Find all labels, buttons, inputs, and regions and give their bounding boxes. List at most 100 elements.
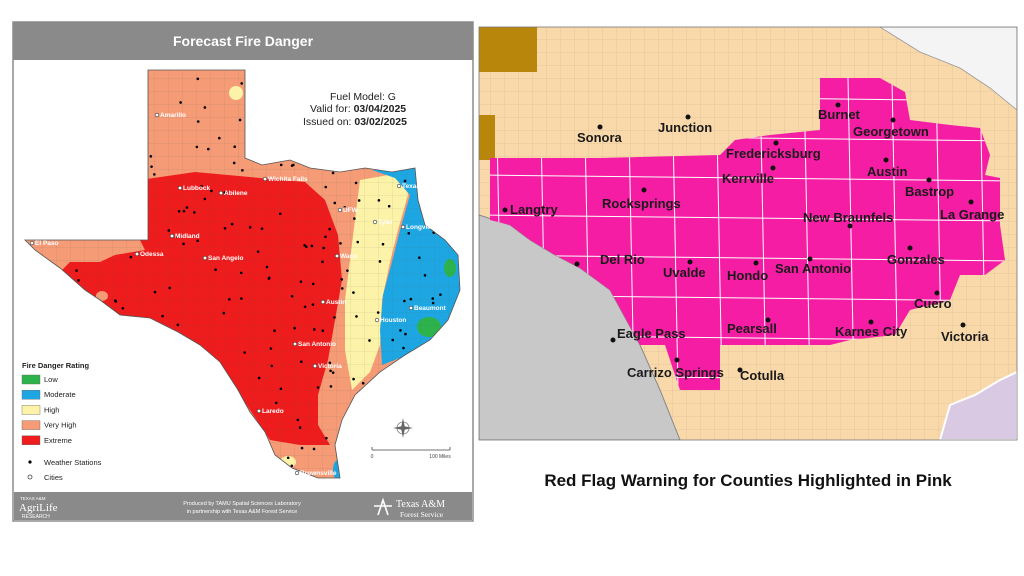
station-dot xyxy=(270,364,274,368)
station-dot xyxy=(153,290,157,294)
station-dot xyxy=(179,101,182,104)
station-dot xyxy=(203,197,207,201)
station-dot xyxy=(298,426,302,429)
station-dot xyxy=(333,201,337,205)
city-label: Sonora xyxy=(577,130,623,145)
city-label: Victoria xyxy=(941,329,989,344)
station-dot xyxy=(321,260,324,264)
scale-start: 0 xyxy=(371,454,374,460)
forest-service-name: Forest Service xyxy=(400,510,444,519)
city-marker xyxy=(770,165,776,171)
station-dot xyxy=(149,155,153,158)
station-dot xyxy=(168,286,171,290)
city-marker xyxy=(262,176,268,182)
city-marker xyxy=(502,207,508,213)
city-label: San Antonio xyxy=(298,341,336,348)
station-symbol xyxy=(28,460,32,464)
city-marker xyxy=(687,259,693,265)
city-marker xyxy=(641,187,647,193)
station-dot xyxy=(241,169,244,172)
station-dot xyxy=(352,377,355,381)
neighbor-area xyxy=(879,27,1017,111)
station-dot xyxy=(343,206,346,209)
header-bar xyxy=(13,22,473,60)
city-label: Fredericksburg xyxy=(726,146,821,161)
station-dot xyxy=(233,145,237,149)
station-dot xyxy=(274,401,278,405)
station-dot xyxy=(260,227,264,230)
legend-swatch xyxy=(21,374,41,385)
station-dot xyxy=(257,376,261,380)
station-dot xyxy=(310,244,314,248)
station-dot xyxy=(329,369,332,373)
valid-for: Valid for: 03/04/2025 xyxy=(310,103,406,115)
city-marker xyxy=(934,290,940,296)
city-labels: Sonora Junction Burnet Georgetown Fredericks… xyxy=(502,102,1004,383)
city-label: New Braunfels xyxy=(803,210,893,225)
city-labels: Amarillo Lubbock Wichita Falls Texarkana DFW… xyxy=(29,112,447,477)
agency-sub: RESEARCH xyxy=(22,514,50,520)
forest-service-top: Texas A&M xyxy=(396,499,445,510)
city-marker xyxy=(685,114,691,120)
city-label: Gonzales xyxy=(887,252,945,267)
station-dot xyxy=(340,278,344,281)
red-flag-panel: Sonora Junction Burnet Georgetown Fredericks… xyxy=(479,27,1017,440)
scale-end: 100 Miles xyxy=(429,454,451,460)
legend-swatch xyxy=(21,435,41,445)
station-dot xyxy=(300,446,304,450)
legend-title: Fire Danger Rating xyxy=(22,361,90,370)
legend-label: Moderate xyxy=(44,390,76,399)
station-dot xyxy=(316,386,320,389)
issued-on-date: 03/02/2025 xyxy=(354,116,407,128)
agency-top: TEXAS A&M xyxy=(20,496,46,501)
city-marker xyxy=(294,470,300,476)
fire-danger-panel: Forecast Fire Danger Amarillo Lubbock Wich… xyxy=(12,21,474,522)
county-border xyxy=(490,214,1005,222)
station-dot xyxy=(431,301,435,305)
station-dot xyxy=(354,181,358,185)
station-dot xyxy=(431,297,435,300)
city-label: Hondo xyxy=(727,268,768,283)
station-dot xyxy=(239,271,243,275)
station-dot xyxy=(299,280,303,283)
station-dot xyxy=(243,351,246,354)
other-warning-area xyxy=(479,27,537,72)
city-label: Midland xyxy=(175,233,200,240)
city-marker xyxy=(868,319,874,325)
legend-label: Very High xyxy=(44,421,77,430)
station-dot xyxy=(329,385,333,388)
city-label: Waco xyxy=(340,253,357,260)
city-marker xyxy=(883,157,889,163)
caption: Red Flag Warning for Counties Highlighte… xyxy=(544,471,952,490)
city-marker xyxy=(29,240,35,246)
station-dot xyxy=(356,240,360,244)
station-dot xyxy=(193,211,196,214)
city-marker xyxy=(292,341,298,347)
station-dot xyxy=(305,245,308,249)
city-label: Laredo xyxy=(262,408,284,415)
station-dot xyxy=(269,347,273,350)
city-label: Amarillo xyxy=(160,112,186,119)
other-warning-area xyxy=(479,115,495,160)
fuel-model: Fuel Model: G xyxy=(330,91,396,103)
station-dot xyxy=(256,250,260,253)
panel-frame xyxy=(478,26,1018,441)
station-dot xyxy=(278,212,282,216)
city-label: Victoria xyxy=(318,363,342,370)
footer-bar xyxy=(14,492,472,520)
zone-high xyxy=(229,86,243,100)
city-marker xyxy=(807,256,813,262)
station-dot xyxy=(368,339,371,342)
city-label: Lubbock xyxy=(183,185,210,192)
station-dot xyxy=(121,306,125,310)
legend-label: High xyxy=(44,405,59,414)
station-dot xyxy=(129,255,133,259)
station-dot xyxy=(265,265,269,269)
station-dot xyxy=(303,244,306,247)
station-dot xyxy=(377,199,381,202)
city-marker xyxy=(372,219,378,225)
city-marker xyxy=(960,322,966,328)
station-dot xyxy=(279,163,283,167)
city-marker xyxy=(396,183,402,189)
